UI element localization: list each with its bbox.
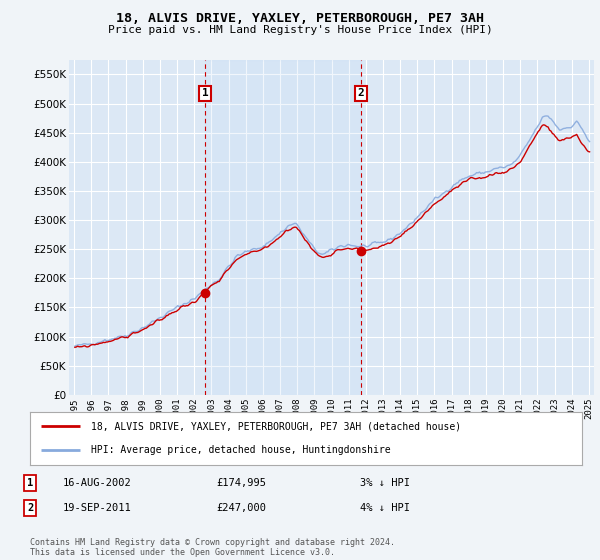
- Text: 2: 2: [358, 88, 364, 99]
- Bar: [205, 60, 361, 395]
- Text: 18, ALVIS DRIVE, YAXLEY, PETERBOROUGH, PE7 3AH: 18, ALVIS DRIVE, YAXLEY, PETERBOROUGH, P…: [116, 12, 484, 25]
- Text: 3% ↓ HPI: 3% ↓ HPI: [360, 478, 410, 488]
- Text: 16-AUG-2002: 16-AUG-2002: [63, 478, 132, 488]
- Text: 2: 2: [27, 503, 33, 513]
- Text: 1: 1: [202, 88, 208, 99]
- Text: Price paid vs. HM Land Registry's House Price Index (HPI): Price paid vs. HM Land Registry's House …: [107, 25, 493, 35]
- Text: 19-SEP-2011: 19-SEP-2011: [63, 503, 132, 513]
- Text: 4% ↓ HPI: 4% ↓ HPI: [360, 503, 410, 513]
- Text: £174,995: £174,995: [216, 478, 266, 488]
- Text: 1: 1: [27, 478, 33, 488]
- Text: Contains HM Land Registry data © Crown copyright and database right 2024.
This d: Contains HM Land Registry data © Crown c…: [30, 538, 395, 557]
- Text: £247,000: £247,000: [216, 503, 266, 513]
- Text: 18, ALVIS DRIVE, YAXLEY, PETERBOROUGH, PE7 3AH (detached house): 18, ALVIS DRIVE, YAXLEY, PETERBOROUGH, P…: [91, 422, 461, 432]
- Text: HPI: Average price, detached house, Huntingdonshire: HPI: Average price, detached house, Hunt…: [91, 445, 391, 455]
